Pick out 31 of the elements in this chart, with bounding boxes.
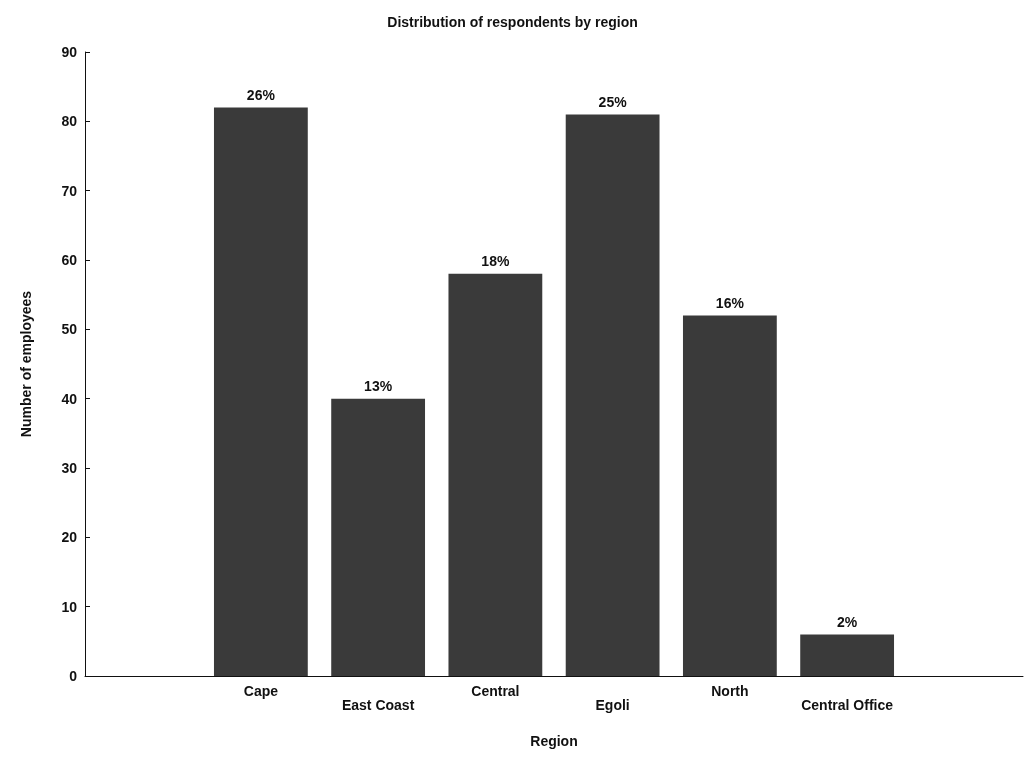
bar	[682, 315, 777, 676]
x-tick-label: Central Office	[801, 697, 894, 713]
y-axis-title: Number of employees	[18, 290, 34, 438]
x-axis-title: Region	[530, 733, 578, 749]
x-tick-label: Central	[471, 683, 520, 699]
chart-title: Distribution of respondents by region	[387, 14, 638, 30]
annotation: 18%	[481, 253, 510, 270]
y-tick-label: 10	[61, 598, 78, 615]
bar	[213, 107, 308, 676]
x-tick-label: Cape	[243, 683, 279, 699]
y-tick-label: 30	[61, 460, 78, 476]
y-tick-label: 90	[61, 44, 78, 60]
bar	[448, 273, 543, 676]
annotation: 26%	[246, 86, 276, 103]
bar	[800, 634, 895, 676]
y-tick-label: 0	[69, 668, 78, 684]
y-tick-label: 60	[61, 252, 78, 268]
bar	[331, 398, 426, 676]
y-tick-label: 20	[61, 529, 78, 546]
x-tick-label: Egoli	[595, 697, 630, 713]
y-tick-label: 40	[61, 390, 78, 407]
x-tick-label: East Coast	[341, 697, 415, 713]
annotation: 16%	[715, 294, 745, 311]
bar	[565, 114, 660, 676]
annotation: 2%	[837, 613, 858, 630]
annotation: 13%	[364, 378, 393, 395]
y-tick-label: 70	[61, 182, 78, 199]
annotation: 25%	[598, 93, 628, 110]
x-tick-label: North	[711, 683, 749, 699]
y-tick-label: 50	[61, 321, 78, 338]
y-tick-label: 80	[61, 113, 78, 130]
